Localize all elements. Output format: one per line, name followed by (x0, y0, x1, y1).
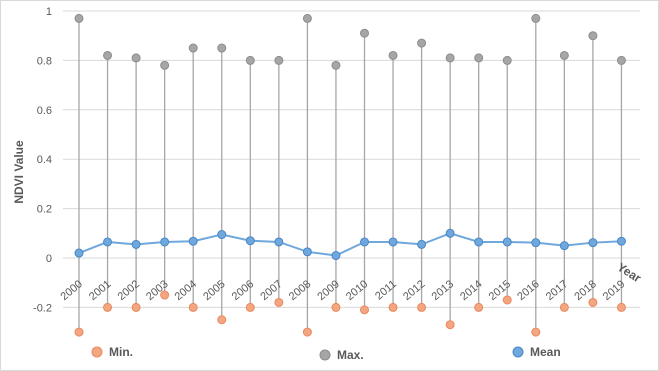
min-point (502, 295, 512, 305)
mean-point (160, 237, 170, 247)
x-tick-label: 2016 (515, 278, 541, 303)
legend-marker (91, 346, 103, 358)
min-point (74, 327, 84, 337)
min-point (160, 290, 170, 300)
x-tick-label: 2009 (315, 278, 341, 303)
max-point (74, 13, 84, 23)
x-tick-label: 2003 (144, 278, 170, 303)
y-tick-label: 1 (46, 6, 52, 18)
x-tick-label: 2011 (373, 278, 399, 302)
x-tick-label: 2005 (201, 278, 227, 303)
x-tick-label: 2002 (116, 278, 142, 303)
x-tick-label: 2001 (87, 278, 113, 303)
x-tick-label: 2012 (401, 278, 427, 303)
min-point (245, 302, 255, 312)
min-point (302, 327, 312, 337)
max-point (160, 60, 170, 70)
x-tick-label: 2014 (458, 278, 484, 303)
max-point (474, 53, 484, 63)
max-point (445, 53, 455, 63)
mean-point (274, 237, 284, 247)
min-point (388, 302, 398, 312)
legend-marker (512, 346, 524, 358)
legend-label: Mean (530, 345, 561, 359)
min-point (445, 320, 455, 330)
mean-point (588, 238, 598, 248)
max-point (360, 28, 369, 38)
x-tick-label: 2019 (601, 278, 627, 303)
min-point (217, 315, 227, 325)
mean-point (417, 239, 427, 249)
max-point (245, 55, 255, 65)
mean-point (474, 237, 484, 247)
mean-point (559, 241, 569, 251)
min-point (531, 327, 541, 337)
mean-point (245, 236, 255, 246)
legend-marker (319, 349, 331, 361)
mean-point (331, 251, 341, 261)
mean-point (217, 230, 227, 240)
min-point (188, 302, 198, 312)
x-tick-label: 2017 (544, 278, 570, 303)
x-tick-label: 2006 (230, 278, 256, 303)
y-tick-label: 0 (46, 253, 52, 265)
max-point (274, 55, 284, 65)
legend-label: Max. (337, 348, 364, 362)
max-point (559, 50, 569, 60)
max-point (616, 55, 626, 65)
mean-point (360, 237, 369, 247)
min-point (274, 297, 284, 307)
mean-point (502, 237, 512, 247)
max-point (502, 55, 512, 65)
mean-point (388, 237, 398, 247)
mean-point (302, 247, 312, 257)
min-point (331, 302, 341, 312)
y-tick-label: 0.4 (37, 154, 52, 166)
max-point (331, 60, 341, 70)
y-axis-title: NDVI Value (12, 140, 26, 204)
x-tick-label: 2008 (287, 278, 313, 303)
max-point (131, 53, 141, 63)
max-point (217, 43, 227, 53)
x-tick-label: 2013 (430, 278, 456, 303)
mean-point (74, 248, 84, 258)
min-point (417, 302, 427, 312)
min-point (131, 302, 141, 312)
x-tick-label: 2000 (58, 278, 84, 303)
min-point (588, 297, 598, 307)
min-point (474, 302, 484, 312)
max-point (188, 43, 198, 53)
mean-series-line (78, 232, 622, 257)
min-point (559, 302, 569, 312)
y-tick-label: 0.2 (37, 204, 52, 216)
mean-point (616, 236, 626, 246)
mean-point (531, 238, 541, 248)
max-point (388, 50, 398, 60)
mean-point (103, 237, 113, 247)
y-tick-label: 0.8 (37, 55, 52, 67)
max-point (531, 13, 541, 23)
mean-point (131, 239, 141, 249)
x-tick-label: 2004 (173, 278, 199, 303)
max-point (417, 38, 427, 48)
max-point (302, 13, 312, 23)
max-point (588, 31, 598, 41)
y-tick-label: 0.6 (37, 105, 52, 117)
max-point (103, 50, 113, 60)
min-point (360, 305, 369, 315)
legend-label: Min. (109, 345, 133, 359)
min-point (103, 302, 113, 312)
min-point (616, 302, 626, 312)
y-tick-label: -0.2 (33, 302, 52, 314)
x-tick-label: 2010 (344, 278, 370, 303)
mean-point (188, 236, 198, 246)
mean-point (445, 228, 455, 238)
